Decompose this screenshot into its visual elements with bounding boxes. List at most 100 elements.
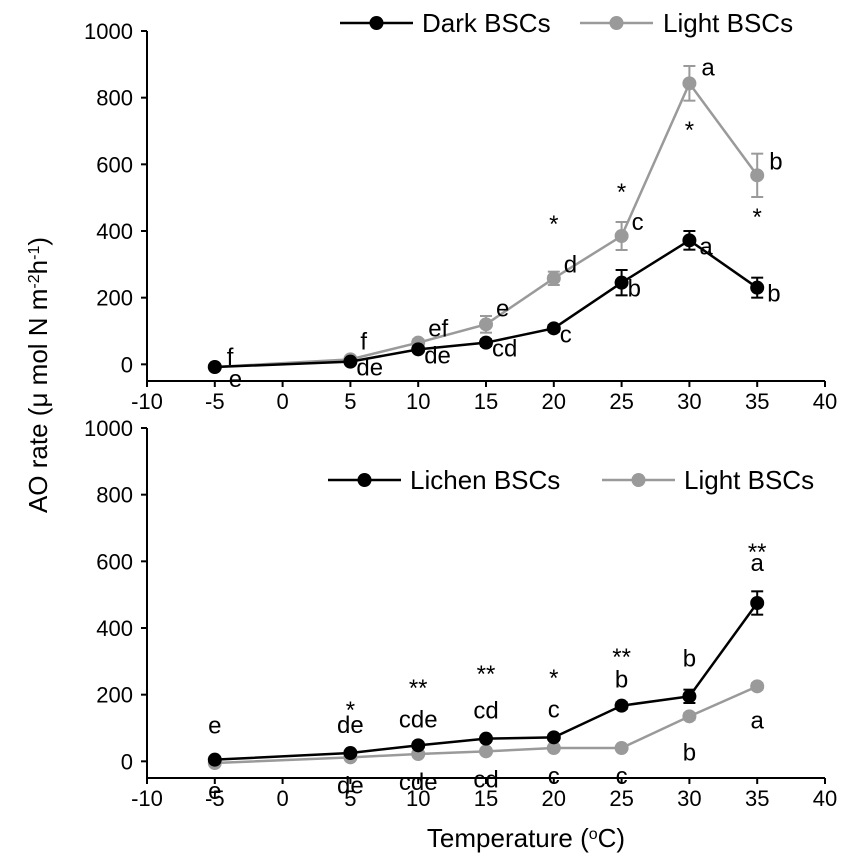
data-point	[614, 698, 629, 713]
significance-letter: a	[751, 707, 765, 734]
y-axis-label-mu: μ	[23, 393, 53, 408]
legend-marker	[631, 473, 646, 487]
significance-letter: e	[496, 295, 509, 322]
significance-letter: a	[751, 550, 765, 577]
significance-letter: cd	[473, 766, 498, 793]
y-tick-label: 0	[121, 749, 133, 774]
significance-star: **	[748, 539, 767, 566]
significance-letter: c	[560, 321, 572, 348]
data-point	[207, 360, 222, 374]
x-tick-label: 20	[542, 389, 566, 414]
x-tick-label: 30	[677, 389, 701, 414]
x-tick-label: 20	[542, 786, 566, 811]
x-tick-label: 15	[474, 389, 498, 414]
y-tick-label: 600	[96, 549, 133, 574]
y-tick-label: 1000	[84, 19, 133, 44]
data-point	[479, 317, 493, 332]
significance-letter: cde	[399, 769, 438, 796]
x-axis-label-close: C)	[598, 823, 625, 853]
data-point	[750, 596, 765, 610]
x-tick-label: 35	[745, 786, 769, 811]
significance-letter: c	[616, 763, 628, 790]
significance-letter: b	[683, 739, 696, 766]
significance-letter: de	[337, 712, 364, 739]
series-line	[214, 685, 758, 765]
data-point	[614, 275, 629, 290]
significance-letter: e	[208, 713, 221, 740]
significance-letter: cd	[492, 336, 517, 363]
significance-star: **	[612, 644, 631, 671]
x-tick-label: -10	[131, 786, 163, 811]
y-tick-label: 200	[96, 286, 133, 311]
significance-letter: d	[564, 251, 577, 278]
significance-letter: cd	[473, 698, 498, 725]
y-axis-label-sup1: -2	[26, 274, 43, 288]
x-tick-label: 40	[813, 389, 837, 414]
significance-letter: b	[683, 645, 696, 672]
y-tick-label: 400	[96, 219, 133, 244]
significance-letter: ef	[428, 316, 448, 343]
x-tick-label: 0	[276, 786, 288, 811]
x-axis-label-main: Temperature (	[427, 823, 589, 853]
series-line	[214, 602, 759, 761]
data-point	[682, 689, 697, 704]
legend-label: Lichen BSCs	[410, 465, 560, 495]
legend-marker	[609, 16, 624, 30]
x-tick-label: 10	[406, 786, 430, 811]
y-axis-label-mid: mol N m	[23, 289, 53, 393]
data-point	[479, 335, 493, 350]
x-tick-label: 25	[609, 786, 633, 811]
data-point	[546, 271, 561, 286]
x-tick-label: 15	[474, 786, 498, 811]
significance-star: **	[409, 675, 428, 702]
significance-letter: a	[701, 54, 715, 81]
significance-letter: de	[337, 772, 364, 799]
significance-letter: de	[424, 342, 451, 369]
x-tick-label: -10	[131, 389, 163, 414]
significance-star: *	[617, 179, 626, 206]
significance-letter: b	[615, 667, 628, 694]
significance-letter: de	[356, 355, 383, 382]
y-axis-label-sup2: -1	[26, 246, 43, 260]
data-point	[343, 354, 358, 369]
legend-marker	[357, 473, 372, 487]
significance-letter: b	[767, 281, 780, 308]
x-tick-label: 5	[344, 389, 356, 414]
significance-star: *	[753, 204, 762, 231]
significance-letter: c	[632, 209, 644, 236]
data-point	[682, 233, 697, 248]
data-point	[750, 280, 765, 295]
legend-label: Dark BSCs	[422, 8, 551, 38]
significance-letter: f	[360, 328, 367, 355]
x-tick-label: 35	[745, 389, 769, 414]
data-point	[479, 731, 493, 746]
x-tick-label: 0	[276, 389, 288, 414]
y-axis-label-close: )	[23, 237, 53, 246]
y-axis-label-main: AO rate (	[23, 407, 53, 513]
significance-letter: a	[699, 233, 713, 260]
significance-star: *	[549, 665, 558, 692]
x-axis-label-sup: o	[589, 826, 598, 843]
y-tick-label: 400	[96, 616, 133, 641]
data-point	[682, 709, 697, 724]
significance-star: *	[685, 117, 694, 144]
x-tick-label: -5	[205, 786, 225, 811]
y-axis-label-h: h	[23, 260, 53, 274]
data-point	[546, 321, 561, 336]
x-tick-label: 5	[344, 786, 356, 811]
significance-letter: e	[208, 778, 221, 805]
data-point	[614, 229, 629, 243]
data-point	[682, 76, 697, 91]
data-point	[546, 741, 561, 755]
x-tick-label: 25	[609, 389, 633, 414]
legend-label: Light BSCs	[663, 8, 793, 38]
y-tick-label: 200	[96, 683, 133, 708]
y-tick-label: 600	[96, 152, 133, 177]
significance-letter: cde	[399, 706, 438, 733]
x-tick-label: 10	[406, 389, 430, 414]
legend-label: Light BSCs	[684, 465, 814, 495]
data-point	[750, 168, 765, 183]
